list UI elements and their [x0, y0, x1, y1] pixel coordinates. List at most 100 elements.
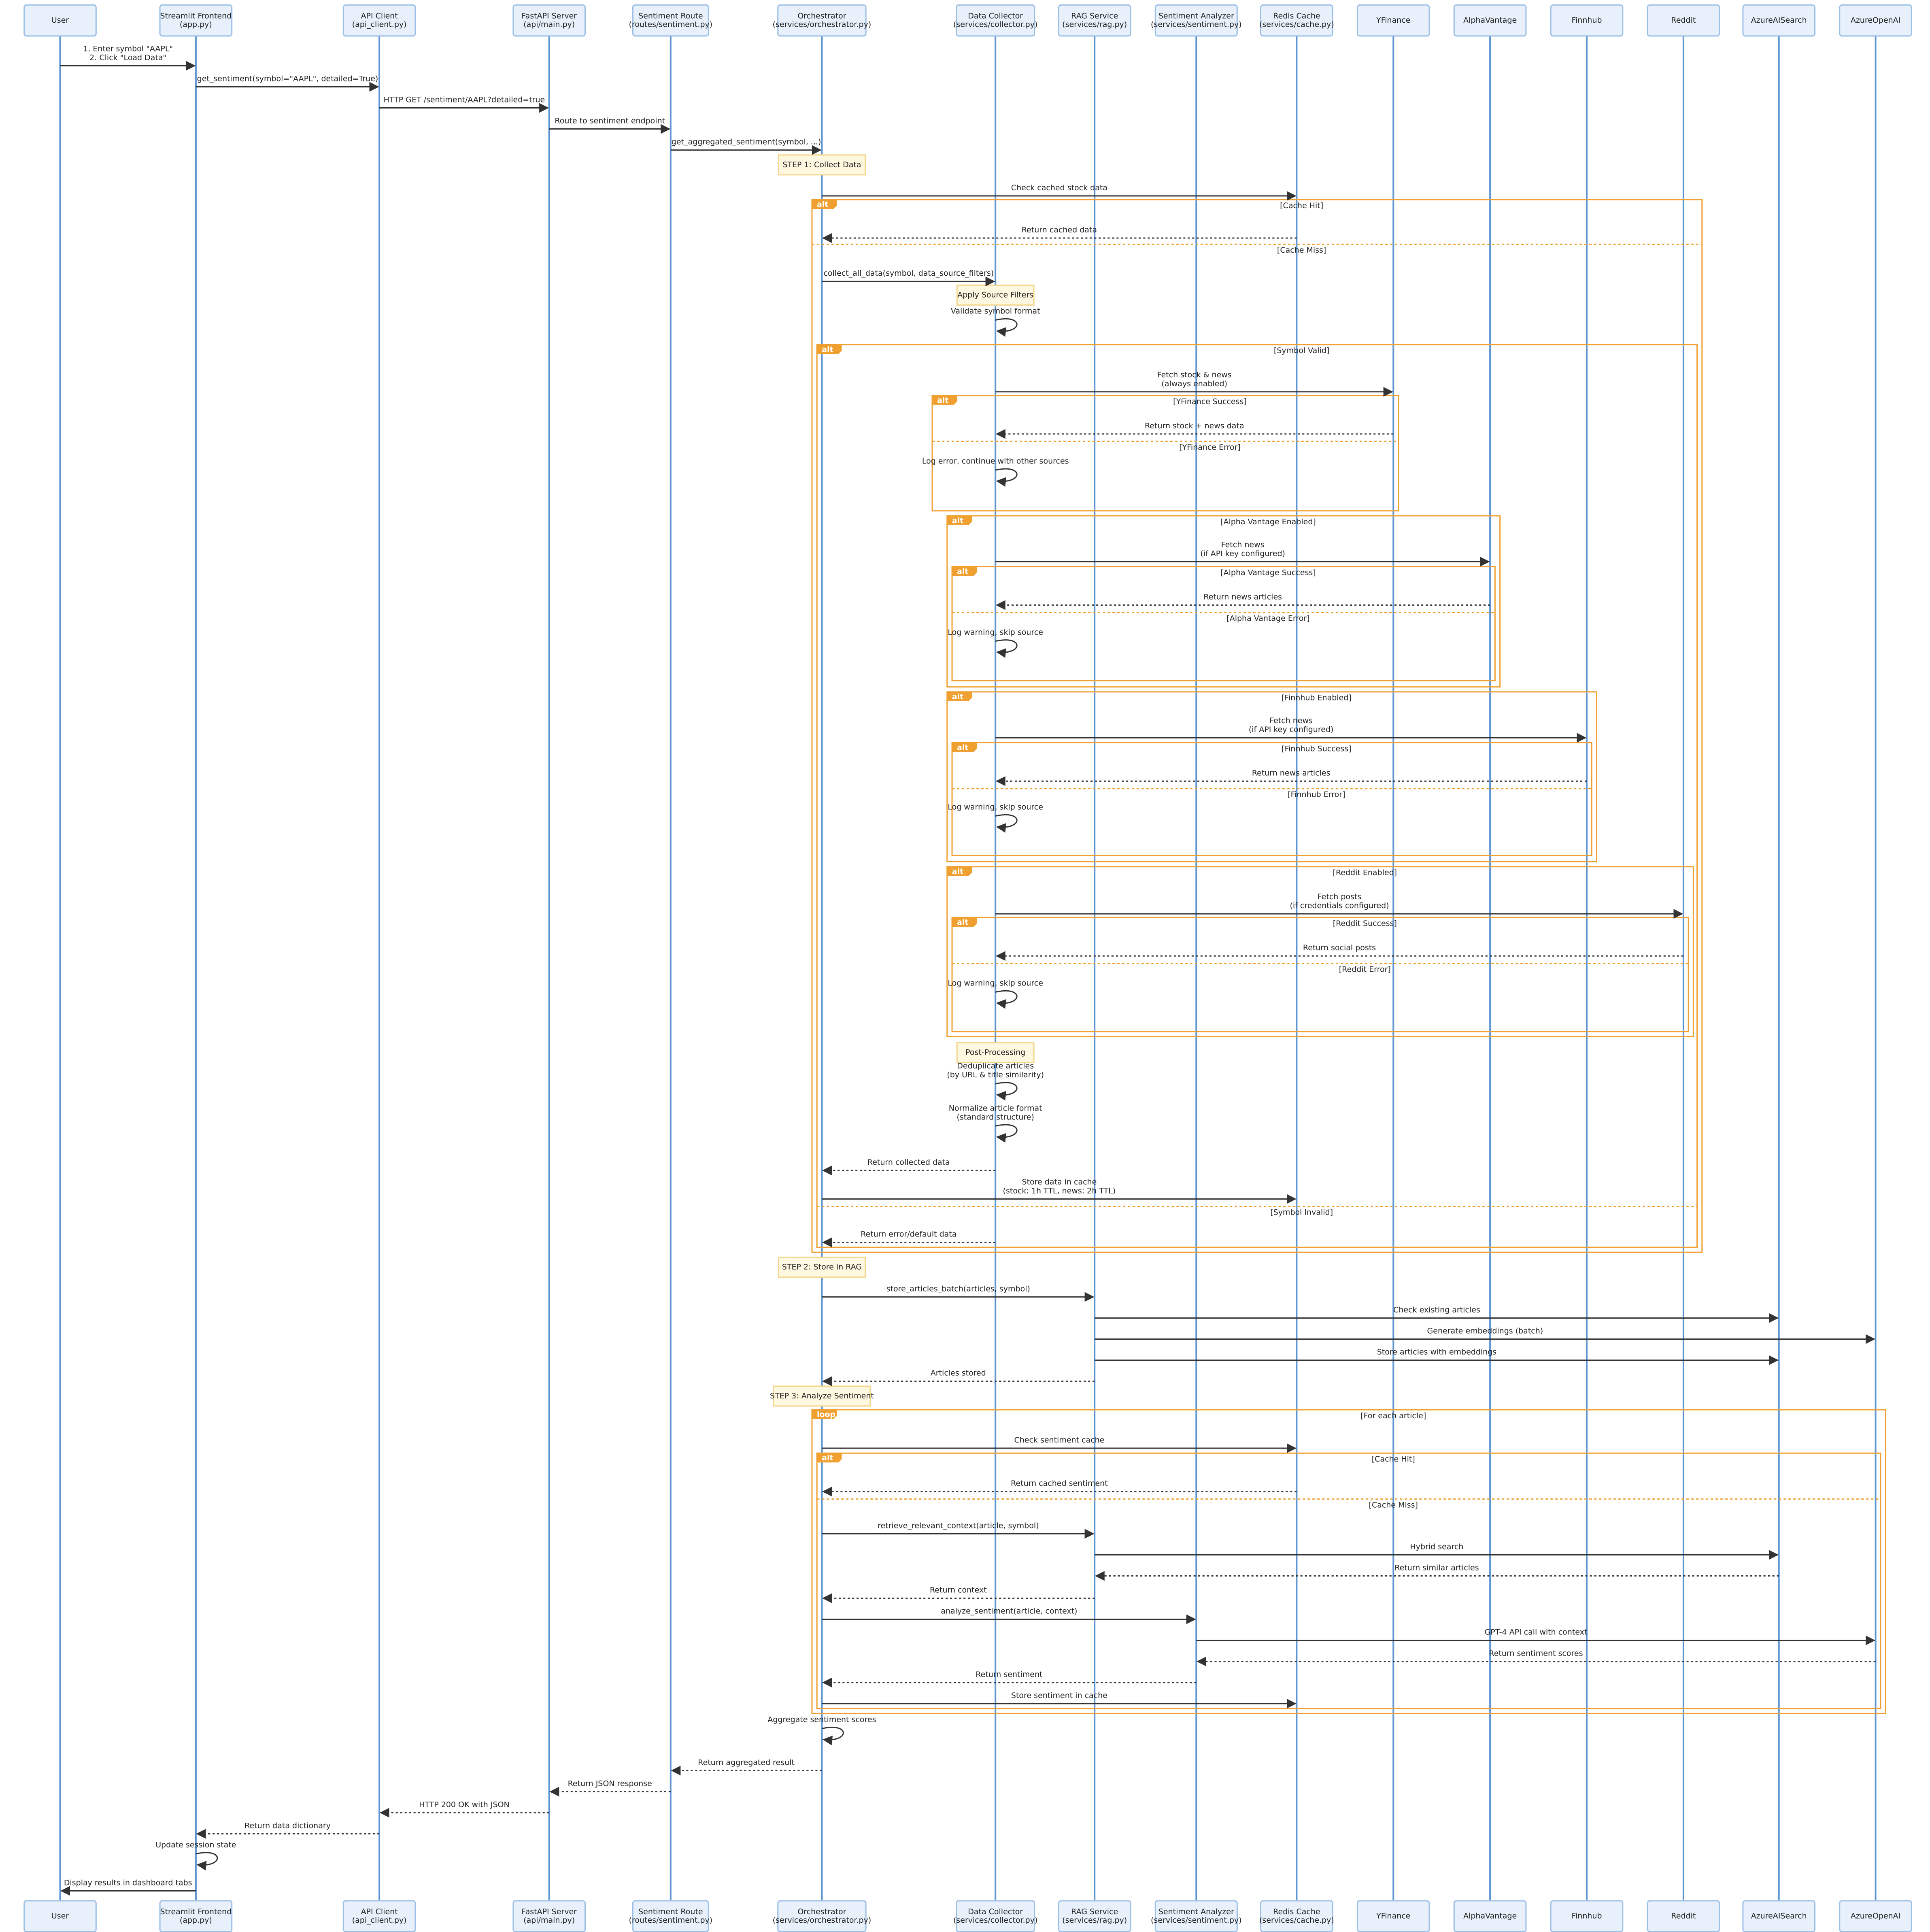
note: Post-Processing: [956, 1042, 1035, 1064]
message: Fetch news(if API key configured): [995, 540, 1490, 567]
participant-reddit-top: Reddit: [1647, 4, 1720, 37]
participant-label: (services/orchestrator.py): [773, 20, 871, 29]
participant-apiclient-bottom: API Client(api_client.py): [342, 1900, 416, 1932]
self-message-arrow: [995, 990, 1018, 1009]
message-label: Route to sentiment endpoint: [555, 117, 665, 126]
message-label: Return aggregated result: [698, 1758, 795, 1767]
frame-border: [811, 199, 1703, 1253]
message-label: Normalize article format: [949, 1104, 1042, 1113]
note: STEP 2: Store in RAG: [778, 1256, 866, 1278]
participant-label: (services/collector.py): [953, 20, 1037, 29]
frame-tab: [947, 516, 972, 525]
message: store_articles_batch(articles, symbol): [822, 1284, 1095, 1302]
message: Return sentiment: [822, 1670, 1197, 1687]
participant-label: Sentiment Analyzer: [1158, 1907, 1234, 1916]
participant-box: [1260, 4, 1333, 37]
frame-keyword: alt: [957, 918, 968, 927]
message: Check cached stock data: [822, 183, 1297, 201]
participant-label: Reddit: [1671, 16, 1696, 25]
message-label: Return data dictionary: [244, 1821, 331, 1830]
participant-label: RAG Service: [1071, 1907, 1118, 1916]
participant-route-bottom: Sentiment Route(routes/sentiment.py): [629, 1900, 712, 1932]
participant-analyzer-bottom: Sentiment Analyzer(services/sentiment.py…: [1151, 1900, 1242, 1932]
message-label: Validate symbol format: [951, 307, 1040, 316]
message-label: (if credentials configured): [1290, 901, 1389, 910]
participant-label: AlphaVantage: [1463, 16, 1517, 25]
message-label: Fetch posts: [1318, 892, 1362, 901]
participant-reddit-bottom: Reddit: [1647, 1900, 1720, 1932]
message: Log error, continue with other sources: [922, 457, 1069, 487]
participant-streamlit-top: Streamlit Frontend(app.py): [159, 4, 233, 37]
participant-label: (api/main.py): [523, 20, 575, 29]
participant-yfinance-bottom: YFinance: [1356, 1900, 1430, 1932]
frame-alt: alt [YFinance Success] [YFinance Error]: [931, 395, 1399, 512]
participant-label: Reddit: [1671, 1912, 1696, 1921]
message: Validate symbol format: [951, 307, 1040, 337]
frame-loop: loop [For each article]: [811, 1409, 1886, 1714]
participant-label: Sentiment Route: [638, 1907, 703, 1916]
message-label: (standard structure): [957, 1113, 1034, 1121]
message: HTTP 200 OK with JSON: [379, 1800, 549, 1818]
message: 1. Enter symbol "AAPL"2. Click "Load Dat…: [60, 44, 196, 71]
self-message-arrow: [995, 468, 1018, 487]
message: Return stock + news data: [995, 421, 1394, 439]
message: Return news articles: [995, 768, 1587, 786]
participant-label: (api_client.py): [352, 1916, 407, 1925]
note-text: STEP 3: Analyze Sentiment: [770, 1392, 874, 1400]
participant-label: AzureOpenAI: [1851, 1912, 1900, 1921]
note-text: Apply Source Filters: [957, 290, 1033, 299]
participant-box: [1839, 1900, 1912, 1932]
message-label: Log warning, skip source: [948, 979, 1043, 988]
participant-box: [1550, 4, 1624, 37]
frame-border: [811, 1409, 1886, 1714]
participant-label: API Client: [361, 1907, 398, 1916]
participant-azuresearch-bottom: AzureAISearch: [1742, 1900, 1815, 1932]
participant-box: [1356, 4, 1430, 37]
message: HTTP GET /sentiment/AAPL?detailed=true: [379, 95, 549, 113]
participant-azureopenai-bottom: AzureOpenAI: [1839, 1900, 1912, 1932]
participant-box: [1356, 1900, 1430, 1932]
frame-keyword: alt: [937, 396, 948, 405]
message-label: get_aggregated_sentiment(symbol, ...): [672, 138, 821, 147]
participant-label: User: [51, 1912, 69, 1921]
message-label: Display results in dashboard tabs: [64, 1878, 192, 1887]
frame-condition: [Symbol Valid]: [1274, 346, 1329, 355]
participant-label: (routes/sentiment.py): [629, 1916, 712, 1925]
message-label: Log error, continue with other sources: [922, 457, 1069, 466]
message-label: Return news articles: [1252, 768, 1331, 777]
message-label: retrieve_relevant_context(article, symbo…: [878, 1521, 1039, 1530]
frame-border: [951, 566, 1496, 681]
frame-condition: [YFinance Success]: [1173, 397, 1247, 406]
participant-box: [342, 1900, 416, 1932]
participant-box: [632, 1900, 709, 1932]
participant-label: AzureAISearch: [1751, 1912, 1807, 1921]
participant-label: (services/orchestrator.py): [773, 1916, 871, 1925]
note-box: [956, 1042, 1035, 1064]
frame-alt: alt [Reddit Success] [Reddit Error]: [951, 917, 1689, 1032]
message-label: Deduplicate articles: [957, 1062, 1034, 1070]
message-label: HTTP 200 OK with JSON: [419, 1800, 510, 1809]
message: Return cached data: [822, 226, 1297, 243]
participant-apiclient-top: API Client(api_client.py): [342, 4, 416, 37]
participant-collector-top: Data Collector(services/collector.py): [953, 4, 1037, 37]
participant-label: Finnhub: [1571, 16, 1602, 25]
message-label: Log warning, skip source: [948, 803, 1043, 812]
participant-box: [1154, 1900, 1238, 1932]
note-text: STEP 1: Collect Data: [782, 160, 861, 169]
message: Fetch stock & news(always enabled): [995, 370, 1393, 397]
frame-keyword: alt: [952, 867, 963, 876]
frame-condition: [Alpha Vantage Enabled]: [1220, 517, 1316, 526]
frame-keyword: alt: [822, 1453, 833, 1462]
frame-border: [816, 344, 1698, 1248]
message-label: Store articles with embeddings: [1377, 1348, 1497, 1357]
participant-label: User: [51, 16, 69, 25]
frame-condition: [Finnhub Enabled]: [1282, 694, 1352, 702]
message: Fetch posts(if credentials configured): [995, 892, 1683, 919]
message: Log warning, skip source: [948, 803, 1043, 833]
message: get_aggregated_sentiment(symbol, ...): [670, 138, 822, 155]
message-label: Log warning, skip source: [948, 628, 1043, 637]
frame-alt: alt [Reddit Enabled]: [946, 866, 1694, 1037]
participant-label: (api_client.py): [352, 20, 407, 29]
message-label: Fetch news: [1221, 540, 1265, 549]
message: Log warning, skip source: [948, 628, 1043, 658]
